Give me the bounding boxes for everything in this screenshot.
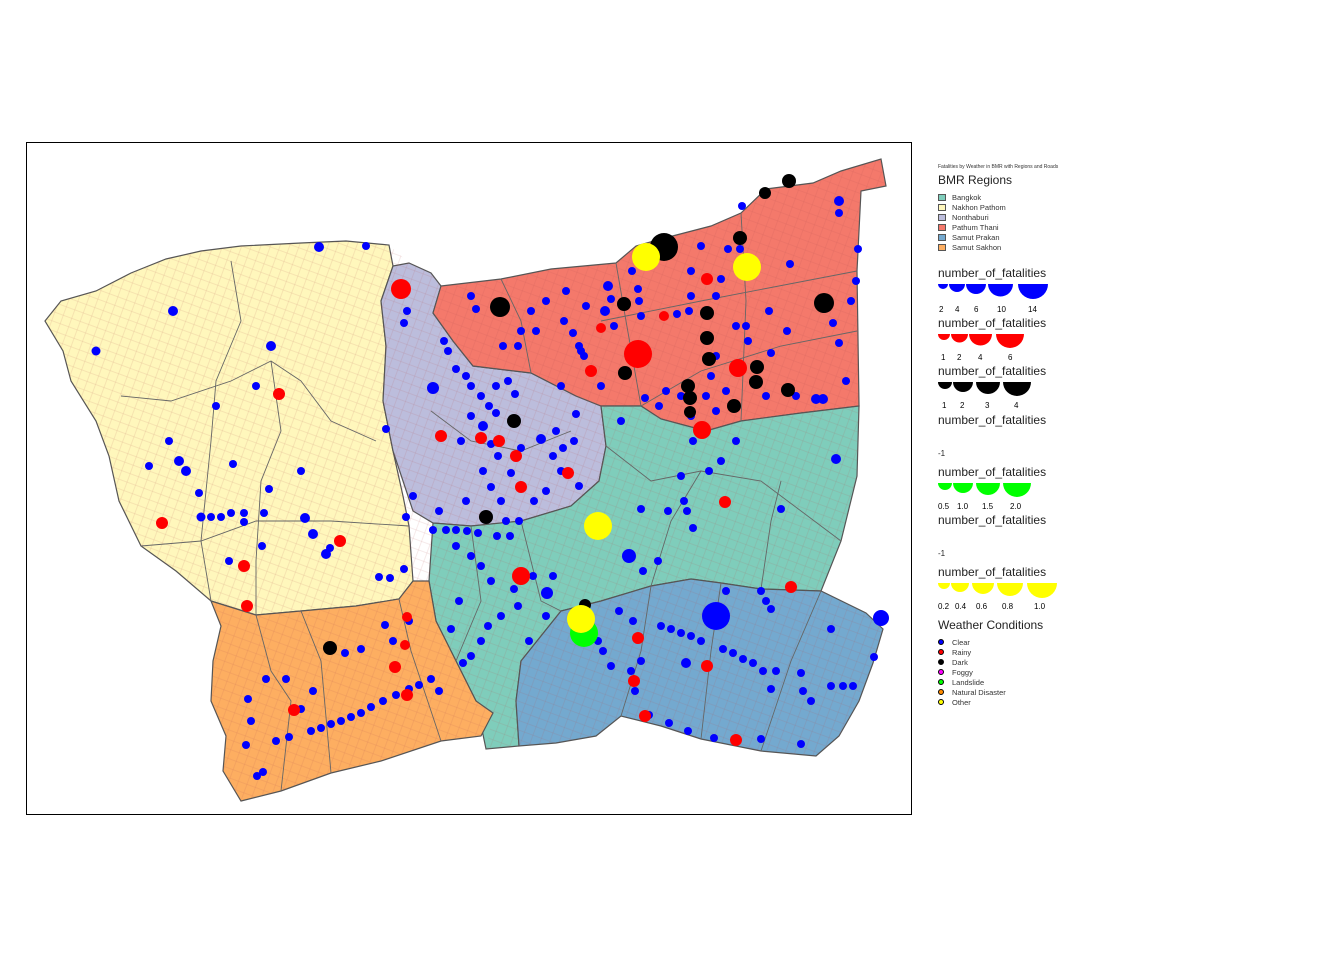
road-network <box>45 159 886 801</box>
legend-title: Fatalities by Weather in BMR with Region… <box>938 164 1059 170</box>
size-legend-title: number_of_fatalities <box>938 465 1047 479</box>
other-dot-icon <box>938 699 944 705</box>
size-label: 3 <box>985 401 990 410</box>
size-label: 2 <box>957 353 962 362</box>
size-legend-title: number_of_fatalities <box>938 565 1047 579</box>
size-label: 6 <box>974 305 979 314</box>
swatch-bangkok <box>938 193 946 201</box>
region-legend-item: Nakhon Pathom <box>938 202 1238 212</box>
size-label: 0.5 <box>938 502 950 511</box>
region-legend-item: Samut Prakan <box>938 232 1238 242</box>
weather-legend-item: Landslide <box>938 677 1238 687</box>
size-legend-title: number_of_fatalities <box>938 413 1047 427</box>
size-legend-title: number_of_fatalities <box>938 316 1047 330</box>
size-legend-rainy: 1 2 4 6 <box>938 334 1024 362</box>
size-label: -1 <box>938 549 946 558</box>
size-label: 4 <box>1014 401 1019 410</box>
weather-label: Landslide <box>952 677 985 687</box>
swatch-pathum-thani <box>938 223 946 231</box>
weather-legend-item: Rainy <box>938 647 1238 657</box>
size-label: 1.0 <box>957 502 969 511</box>
size-label: 4 <box>955 305 960 314</box>
map-canvas <box>44 158 889 802</box>
regions-legend: Bangkok Nakhon Pathom Nonthaburi Pathum … <box>938 192 1238 252</box>
weather-legend-item: Other <box>938 697 1238 707</box>
weather-legend-item: Dark <box>938 657 1238 667</box>
rainy-dot-icon <box>938 649 944 655</box>
region-label: Nakhon Pathom <box>952 202 1006 212</box>
clear-points <box>91 196 889 780</box>
natural-disaster-dot-icon <box>938 689 944 695</box>
regions-legend-title: BMR Regions <box>938 173 1013 187</box>
size-label: 1 <box>941 353 946 362</box>
rainy-points <box>156 273 797 746</box>
weather-legend-item: Foggy <box>938 667 1238 677</box>
size-label: -1 <box>938 449 946 458</box>
weather-legend-title: Weather Conditions <box>938 618 1044 632</box>
size-label: 0.6 <box>976 602 988 611</box>
size-label: 2 <box>960 401 965 410</box>
swatch-nakhon-pathom <box>938 203 946 211</box>
size-legend-landslide: 0.5 1.0 1.5 2.0 <box>938 483 1031 511</box>
legend: Fatalities by Weather in BMR with Region… <box>938 164 1238 707</box>
other-points <box>567 243 761 633</box>
weather-label: Clear <box>952 637 970 647</box>
region-legend-item: Nonthaburi <box>938 212 1238 222</box>
size-label: 2.0 <box>1010 502 1022 511</box>
region-label: Samut Prakan <box>952 232 1000 242</box>
swatch-samut-prakan <box>938 233 946 241</box>
size-label: 14 <box>1028 305 1037 314</box>
weather-label: Dark <box>952 657 968 667</box>
size-legend-clear: 2 4 6 10 14 <box>938 284 1048 314</box>
weather-label: Natural Disaster <box>952 687 1006 697</box>
size-legend-title: number_of_fatalities <box>938 266 1047 280</box>
weather-legend: Clear Rainy Dark Foggy Landslide Natural… <box>938 637 1238 707</box>
region-label: Samut Sakhon <box>952 242 1002 252</box>
size-legend-dark: 1 2 3 4 <box>938 382 1031 410</box>
foggy-dot-icon <box>938 669 944 675</box>
landslide-dot-icon <box>938 679 944 685</box>
size-label: 1 <box>942 401 947 410</box>
dark-dot-icon <box>938 659 944 665</box>
swatch-nonthaburi <box>938 213 946 221</box>
region-label: Nonthaburi <box>952 212 989 222</box>
size-legend-title: number_of_fatalities <box>938 364 1047 378</box>
region-label: Pathum Thani <box>952 222 999 232</box>
size-label: 4 <box>978 353 983 362</box>
weather-label: Rainy <box>952 647 972 657</box>
clear-dot-icon <box>938 639 944 645</box>
size-label: 1.0 <box>1034 602 1046 611</box>
size-label: 10 <box>997 305 1006 314</box>
region-legend-item: Samut Sakhon <box>938 242 1238 252</box>
size-label: 1.5 <box>982 502 994 511</box>
weather-label: Other <box>952 697 971 707</box>
weather-legend-item: Natural Disaster <box>938 687 1238 697</box>
size-legend-other: 0.2 0.4 0.6 0.8 1.0 <box>938 583 1057 611</box>
size-label: 0.4 <box>955 602 967 611</box>
size-label: 2 <box>939 305 944 314</box>
weather-legend-item: Clear <box>938 637 1238 647</box>
size-legend-title: number_of_fatalities <box>938 513 1047 527</box>
weather-label: Foggy <box>952 667 973 677</box>
size-label: 6 <box>1008 353 1013 362</box>
dark-points <box>323 174 834 655</box>
region-legend-item: Bangkok <box>938 192 1238 202</box>
district-boundaries <box>120 212 858 792</box>
size-label: 0.8 <box>1002 602 1014 611</box>
size-label: 0.2 <box>938 602 950 611</box>
region-legend-item: Pathum Thani <box>938 222 1238 232</box>
region-label: Bangkok <box>952 192 982 202</box>
map-panel <box>26 142 912 815</box>
swatch-samut-sakhon <box>938 243 946 251</box>
